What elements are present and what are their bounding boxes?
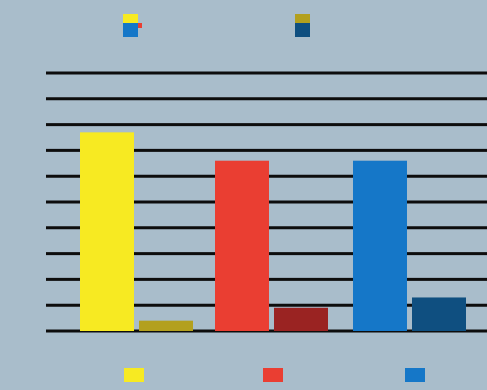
legend-swatch: [123, 14, 138, 23]
category-icon: [124, 368, 144, 382]
bar: [215, 160, 269, 331]
bar: [412, 297, 466, 331]
legend-swatch: [123, 23, 138, 37]
category-icon: [405, 368, 425, 382]
bar: [139, 320, 193, 331]
legend-swatch: [295, 14, 310, 23]
category-icon: [263, 368, 283, 382]
legend-swatch: [295, 23, 310, 37]
bar: [274, 307, 328, 331]
bar: [80, 132, 134, 331]
bar: [353, 160, 407, 331]
legend-swatch: [138, 23, 142, 28]
